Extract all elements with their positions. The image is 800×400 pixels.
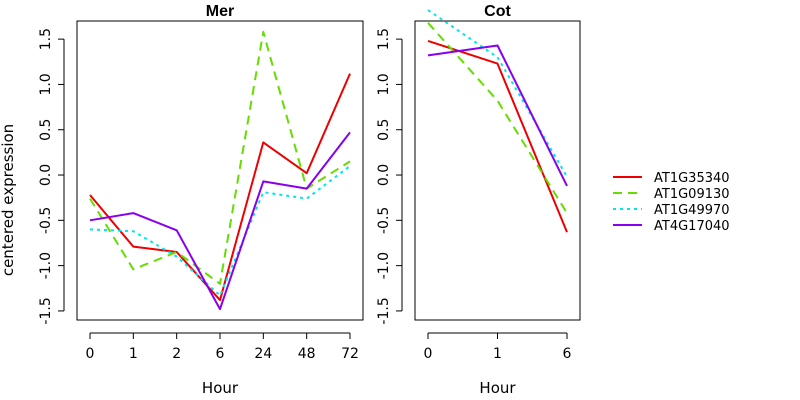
x-tick-label: 1 [493, 346, 502, 362]
series-line-at4g17040 [89, 131, 351, 311]
series-line-at1g49970 [427, 9, 568, 178]
series-line-at1g09130 [89, 30, 351, 285]
y-tick-label: 1.0 [376, 73, 392, 95]
plot-frame [76, 20, 364, 321]
x-tick-label: 72 [341, 346, 359, 362]
y-tick-label: 0.0 [38, 164, 54, 186]
plot-frame [414, 20, 581, 321]
y-tick-label: 1.5 [376, 28, 392, 50]
y-tick-label: -1.5 [38, 297, 54, 324]
x-tick-label: 2 [172, 346, 181, 362]
legend-label: AT4G17040 [654, 219, 730, 234]
y-tick-label: -0.5 [38, 207, 54, 234]
y-tick-label: 1.0 [38, 73, 54, 95]
x-tick-label: 6 [216, 346, 225, 362]
y-tick-label: 0.5 [38, 119, 54, 141]
series-line-at1g35340 [427, 39, 568, 233]
y-tick-label: -0.5 [376, 207, 392, 234]
series-line-at1g35340 [89, 73, 351, 302]
y-axis-label: centered expression [0, 124, 17, 276]
y-tick-label: 0.5 [376, 119, 392, 141]
panel-mer: Mer Hour -1.5 -1.0 -0.5 0.0 0.5 1.0 1.5 0 1 2 6 24 4… [38, 3, 364, 397]
panel-title: Cot [484, 3, 511, 20]
x-tick-label: 0 [424, 346, 433, 362]
y-tick-label: -1.5 [376, 297, 392, 324]
y-tick-label: 1.5 [38, 28, 54, 50]
series-line-at1g09130 [427, 22, 568, 214]
panel-title: Mer [206, 3, 234, 20]
x-tick-label: 48 [298, 346, 316, 362]
x-tick-label: 24 [254, 346, 272, 362]
legend-label: AT1G49970 [654, 203, 730, 218]
y-tick-label: -1.0 [376, 252, 392, 279]
legend-label: AT1G09130 [654, 187, 730, 202]
x-tick-label: 0 [86, 346, 95, 362]
legend-label: AT1G35340 [654, 171, 730, 186]
x-tick-label: 1 [129, 346, 138, 362]
x-tick-label: 6 [563, 346, 572, 362]
x-axis-label: Hour [202, 379, 239, 397]
y-tick-label: 0.0 [376, 164, 392, 186]
y-tick-label: -1.0 [38, 252, 54, 279]
panel-cot: Cot Hour -1.5 -1.0 -0.5 0.0 0.5 1.0 1.5 0 1 6 [376, 3, 581, 397]
x-axis-label: Hour [479, 379, 516, 397]
series-line-at4g17040 [427, 44, 568, 187]
series-line-at1g49970 [89, 165, 351, 297]
